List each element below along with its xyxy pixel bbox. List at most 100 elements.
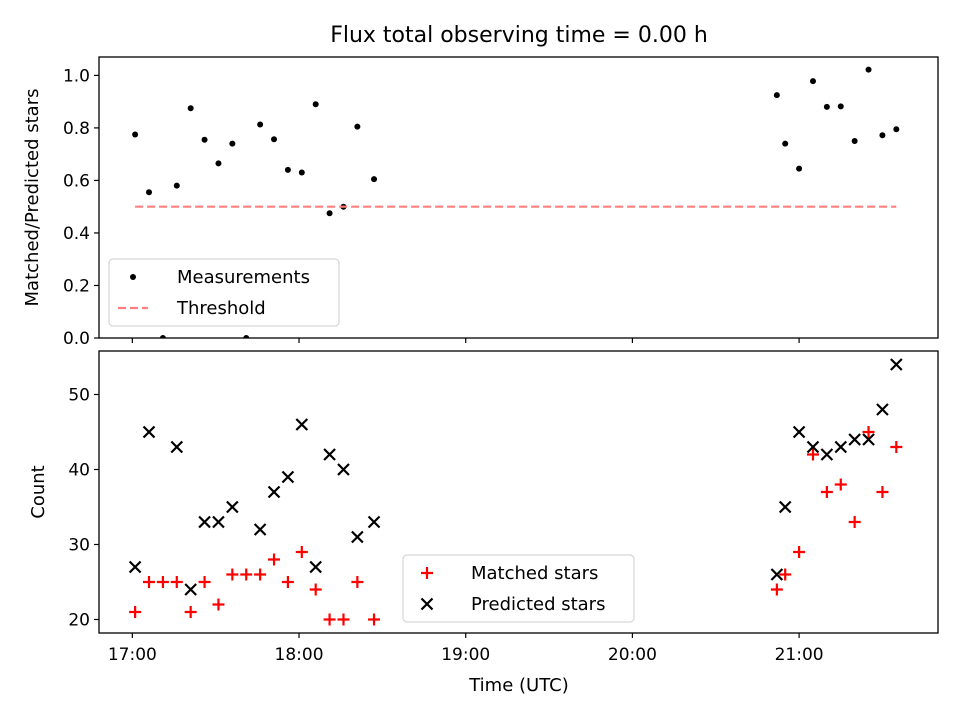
measurements-point xyxy=(823,103,830,110)
x-tick-label: 19:00 xyxy=(441,645,490,665)
legend-label: Predicted stars xyxy=(471,594,605,615)
bottom-axis-ticks: 17:00 18:00 19:00 20:00 21:00 20 30 40 50 xyxy=(68,386,823,666)
predicted-stars-point xyxy=(890,358,903,371)
matched-stars-point xyxy=(212,598,225,611)
measurements-point xyxy=(271,136,278,143)
predicted-stars-point xyxy=(834,440,848,454)
matched-stars-point xyxy=(848,516,861,528)
measurements-point xyxy=(215,160,222,167)
bottom-axes-frame xyxy=(98,350,939,634)
predicted-stars-point xyxy=(323,448,336,461)
top-y-axis-label: Matched/Predicted stars xyxy=(22,89,43,307)
top-axes-frame xyxy=(98,56,939,339)
legend-box xyxy=(108,258,340,327)
predicted-stars-point xyxy=(848,433,861,446)
matched-stars-point xyxy=(184,606,197,618)
measurements-point xyxy=(893,126,900,133)
matched-stars-point xyxy=(770,583,783,596)
top-axes: 0.0 0.2 0.4 0.6 0.8 1.0 Matched/Predicted sta… xyxy=(22,56,939,349)
measurements-point xyxy=(173,182,180,189)
measurements-point xyxy=(257,121,264,128)
matched-stars-point xyxy=(323,613,336,626)
predicted-stars-point xyxy=(281,470,295,484)
matched-stars-point xyxy=(129,606,142,618)
measurements-point xyxy=(159,335,166,338)
y-tick-label: 0.6 xyxy=(63,171,90,191)
bottom-legend: Matched stars Predicted stars xyxy=(402,554,635,623)
predicted-stars-point xyxy=(184,583,197,596)
predicted-stars-point xyxy=(198,515,211,529)
measurements-point xyxy=(132,131,139,138)
matched-stars-point xyxy=(226,568,239,581)
measurements-point xyxy=(354,123,361,130)
top-axis-ticks: 0.0 0.2 0.4 0.6 0.8 1.0 xyxy=(63,66,800,349)
predicted-stars-point xyxy=(226,500,239,514)
matched-stars-point xyxy=(337,613,350,626)
measurements-point xyxy=(879,132,886,139)
matched-stars-point xyxy=(198,576,211,588)
predicted-stars-point xyxy=(337,463,350,476)
y-tick-label: 0.4 xyxy=(63,224,90,244)
y-tick-label: 0.8 xyxy=(63,119,90,139)
matched-stars-point xyxy=(793,546,806,558)
predicted-stars-point xyxy=(820,448,834,461)
legend-predicted-stars-swatch xyxy=(420,597,434,611)
measurements-point xyxy=(782,140,789,147)
y-tick-label: 40 xyxy=(68,461,90,481)
top-plot-marks xyxy=(132,66,900,338)
predicted-stars-point xyxy=(806,440,820,454)
measurements-point xyxy=(371,176,378,183)
y-tick-label: 1.0 xyxy=(63,66,90,86)
predicted-stars-point xyxy=(212,515,225,529)
measurements-point xyxy=(312,101,319,108)
legend-label: Threshold xyxy=(176,298,266,319)
x-tick-label: 21:00 xyxy=(775,645,824,665)
y-tick-label: 30 xyxy=(68,536,90,556)
matched-stars-point xyxy=(170,576,183,588)
predicted-stars-point xyxy=(351,530,364,544)
matched-stars-point xyxy=(295,546,308,558)
predicted-stars-point xyxy=(309,560,322,574)
y-tick-label: 50 xyxy=(68,386,90,406)
measurements-point xyxy=(809,78,816,85)
predicted-stars-point xyxy=(142,425,156,439)
matched-stars-point xyxy=(309,583,322,596)
matched-stars-series xyxy=(129,426,903,626)
y-tick-label: 20 xyxy=(68,611,90,631)
predicted-stars-point xyxy=(876,403,889,416)
measurements-point xyxy=(243,335,250,338)
legend-matched-stars-swatch xyxy=(421,567,433,579)
x-tick-label: 18:00 xyxy=(275,645,324,665)
measurements-point xyxy=(773,92,780,99)
legend-box xyxy=(402,554,635,623)
measurements-point xyxy=(298,169,305,176)
matched-stars-point xyxy=(368,613,381,626)
measurements-point xyxy=(865,66,872,73)
measurements-point xyxy=(146,189,153,196)
predicted-stars-point xyxy=(253,523,267,536)
matched-stars-point xyxy=(156,576,169,588)
matched-stars-point xyxy=(890,441,903,453)
matched-stars-point xyxy=(779,568,792,581)
top-legend: Measurements Threshold xyxy=(108,258,340,327)
figure-title: Flux total observing time = 0.00 h xyxy=(330,23,708,48)
bottom-plot-marks xyxy=(128,358,903,626)
x-axis-label: Time (UTC) xyxy=(468,675,569,696)
measurements-point xyxy=(187,105,194,112)
measurements-point xyxy=(851,138,858,145)
matched-stars-point xyxy=(820,486,833,498)
predicted-stars-point xyxy=(792,425,806,439)
predicted-stars-point xyxy=(128,560,142,574)
predicted-stars-point xyxy=(770,568,784,581)
matched-stars-point xyxy=(834,478,847,491)
matched-stars-point xyxy=(281,576,294,588)
measurements-point xyxy=(201,136,208,143)
measurements-point xyxy=(326,210,333,217)
legend-measurements-swatch xyxy=(130,274,136,280)
measurements-point xyxy=(796,165,803,172)
predicted-stars-point xyxy=(170,440,184,454)
x-tick-label: 17:00 xyxy=(108,645,157,665)
predicted-stars-point xyxy=(862,433,875,446)
predicted-stars-point xyxy=(267,485,281,499)
